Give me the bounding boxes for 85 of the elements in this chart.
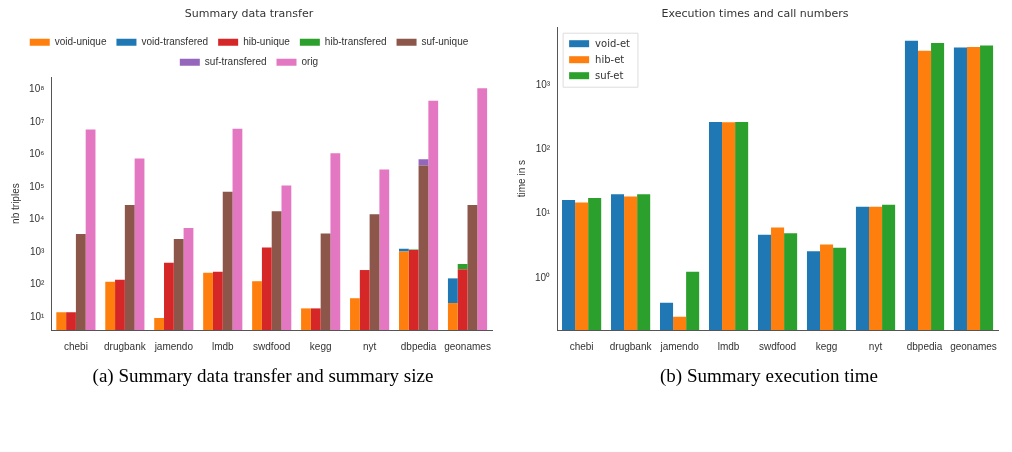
bar: [457, 269, 468, 330]
bar: [232, 128, 243, 330]
bar: [369, 214, 380, 330]
legend-label: void-transfered: [141, 35, 209, 47]
legend-label: void-unique: [54, 35, 107, 47]
y-tick-label: 10⁷: [29, 115, 45, 127]
y-tick-label: 10³: [29, 245, 46, 257]
bar: [252, 281, 262, 330]
bar: [281, 185, 292, 330]
x-tick-label: dbpedia: [906, 340, 943, 352]
legend-label: suf-unique: [421, 35, 469, 47]
x-tick-label: chebi: [569, 340, 594, 352]
x-tick-label: chebi: [63, 340, 88, 352]
x-tick-label: jamendo: [659, 340, 700, 352]
y-tick-label: 10⁰: [535, 271, 551, 283]
y-tick-label: 10⁶: [29, 148, 45, 160]
legend-label: hib-transfered: [324, 35, 387, 47]
bar: [261, 247, 272, 330]
bar: [203, 272, 213, 330]
x-tick-label: lmdb: [717, 340, 740, 352]
y-axis-title: nb triples: [9, 183, 21, 224]
x-tick-label: drugbank: [104, 340, 147, 352]
y-tick-label: 10³: [535, 78, 551, 90]
bar: [164, 262, 174, 330]
x-tick-label: swdfood: [253, 340, 291, 352]
y-tick-label: 10²: [29, 278, 46, 290]
legend-label: suf-et: [595, 69, 624, 81]
bar: [379, 169, 390, 330]
y-tick-label: 10²: [535, 143, 551, 155]
x-tick-label: swdfood: [758, 340, 797, 352]
y-tick-label: 10¹: [535, 207, 551, 219]
bar: [183, 228, 194, 330]
legend-label: hib-unique: [243, 35, 291, 47]
x-tick-label: nyt: [868, 340, 883, 352]
y-tick-label: 10¹: [29, 310, 46, 322]
bar: [271, 211, 282, 330]
bar: [457, 263, 468, 270]
bar: [447, 278, 458, 304]
bar: [134, 158, 145, 330]
bar: [467, 205, 478, 330]
bar: [398, 251, 409, 330]
bar: [330, 153, 341, 330]
bar: [105, 281, 116, 330]
y-tick-label: 10⁸: [29, 83, 45, 95]
bar: [428, 100, 439, 330]
bar: [418, 159, 429, 166]
text: (b) Summary execution time: [659, 364, 879, 388]
x-tick-label: dbpedia: [400, 340, 437, 352]
bar: [447, 303, 458, 330]
chart-title: Execution times and call numbers: [661, 7, 849, 21]
y-axis-title: time in s: [515, 159, 527, 198]
x-tick-label: lmdb: [211, 340, 235, 352]
bar: [350, 298, 360, 330]
bar: [408, 250, 419, 330]
bar: [115, 279, 125, 330]
text: (a) Summary data transfer and summary size: [91, 364, 435, 388]
x-tick-label: jamendo: [153, 340, 194, 352]
x-tick-label: kegg: [815, 340, 838, 352]
bar: [212, 271, 223, 330]
bar: [56, 312, 67, 330]
x-tick-label: geonames: [950, 340, 997, 352]
bar: [66, 312, 76, 330]
x-tick-label: kegg: [309, 340, 332, 352]
bar: [222, 191, 233, 330]
legend-label: orig: [301, 55, 319, 67]
x-tick-label: nyt: [362, 340, 377, 352]
bar: [320, 233, 331, 330]
bar: [154, 318, 165, 330]
legend-label: void-et: [595, 37, 631, 49]
bar: [418, 165, 429, 330]
bar: [477, 88, 488, 330]
legend-label: hib-et: [595, 53, 625, 65]
legend-label: suf-transfered: [204, 55, 267, 67]
bar: [124, 205, 135, 330]
bar: [85, 129, 96, 330]
bar: [359, 270, 370, 330]
x-tick-label: geonames: [444, 340, 491, 352]
x-tick-label: drugbank: [609, 340, 653, 352]
y-tick-label: 10⁴: [29, 213, 45, 225]
chart-title: Summary data transfer: [184, 7, 314, 21]
y-tick-label: 10⁵: [29, 180, 45, 192]
bar: [173, 238, 184, 330]
bar: [310, 308, 321, 330]
bar: [75, 233, 86, 330]
bar: [301, 308, 311, 330]
